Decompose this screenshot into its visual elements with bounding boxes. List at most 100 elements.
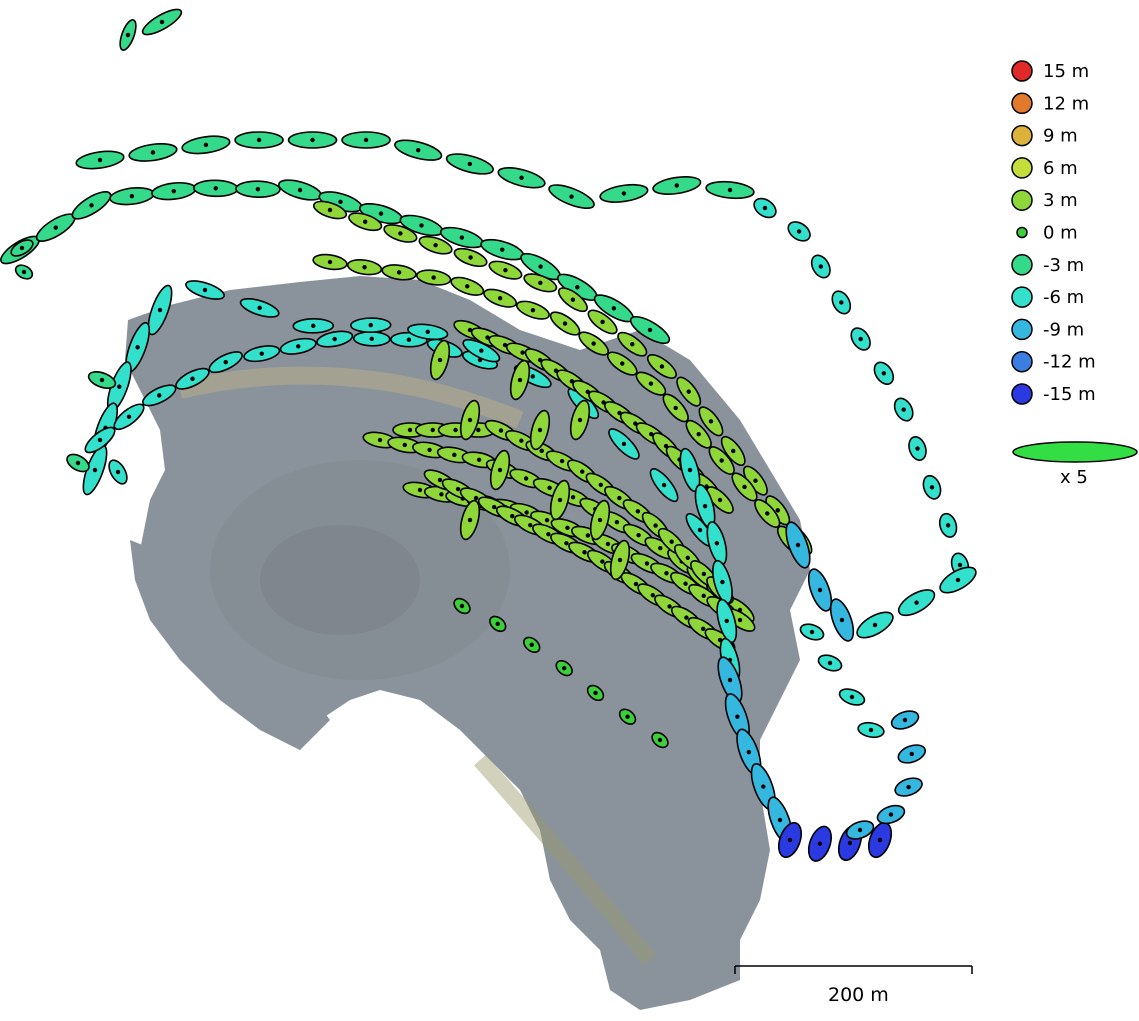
camera-center-dot	[455, 486, 461, 492]
camera-center-dot	[605, 541, 611, 547]
camera-position	[838, 688, 866, 706]
camera-position	[151, 181, 197, 201]
camera-position	[418, 235, 453, 255]
camera-center-dot	[644, 561, 650, 566]
camera-position	[705, 180, 755, 200]
camera-center-dot	[97, 157, 103, 163]
camera-center-dot	[909, 751, 914, 757]
camera-position	[108, 459, 128, 485]
camera-position	[119, 19, 137, 51]
legend-label: -12 m	[1043, 352, 1096, 373]
camera-position	[84, 426, 116, 454]
camera-center-dot	[517, 377, 523, 383]
camera-position	[523, 273, 558, 293]
camera-center-dot	[524, 510, 529, 515]
camera-position	[71, 191, 112, 220]
camera-position	[316, 330, 354, 348]
camera-position	[651, 731, 669, 749]
camera-position	[175, 367, 210, 390]
camera-center-dot	[562, 321, 568, 326]
camera-position	[489, 615, 507, 633]
camera-center-dot	[479, 348, 484, 353]
camera-position	[894, 777, 923, 797]
camera-position	[606, 351, 638, 376]
camera-center-dot	[396, 270, 402, 275]
camera-center-dot	[683, 581, 688, 586]
camera-center-dot	[467, 417, 473, 423]
camera-center-dot	[419, 223, 424, 228]
camera-center-dot	[580, 469, 585, 474]
camera-position	[922, 474, 942, 500]
legend-label: 9 m	[1043, 126, 1078, 147]
camera-position	[488, 260, 523, 280]
camera-ellipses	[0, 8, 977, 862]
camera-position	[676, 376, 702, 407]
camera-center-dot	[368, 322, 373, 328]
camera-center-dot	[700, 626, 706, 631]
camera-center-dot	[159, 19, 165, 25]
camera-center-dot	[520, 350, 525, 355]
camera-center-dot	[538, 280, 543, 286]
camera-position	[348, 212, 383, 232]
camera-position	[938, 512, 958, 538]
camera-center-dot	[519, 438, 524, 443]
camera-center-dot	[597, 517, 603, 523]
camera-center-dot	[621, 441, 627, 447]
camera-center-dot	[21, 269, 27, 275]
camera-center-dot	[570, 297, 576, 302]
camera-position	[939, 566, 977, 594]
camera-position	[75, 150, 125, 170]
camera-center-dot	[761, 784, 766, 789]
camera-center-dot	[839, 300, 844, 305]
camera-center-dot	[818, 264, 824, 269]
camera-center-dot	[327, 259, 333, 265]
camera-center-dot	[97, 437, 103, 443]
camera-position	[523, 636, 541, 654]
camera-center-dot	[570, 495, 576, 500]
camera-position	[867, 821, 893, 859]
camera-center-dot	[653, 523, 658, 528]
camera-center-dot	[297, 187, 303, 193]
legend-label: 12 m	[1043, 93, 1089, 114]
camera-position	[777, 821, 803, 859]
terrain-body	[125, 276, 810, 1010]
camera-center-dot	[849, 694, 855, 700]
camera-center-dot	[630, 341, 635, 347]
camera-center-dot	[762, 205, 768, 211]
camera-position	[87, 371, 117, 389]
camera-center-dot	[877, 837, 883, 843]
camera-center-dot	[546, 531, 551, 537]
camera-position	[497, 167, 546, 189]
camera-center-dot	[611, 306, 617, 311]
camera-center-dot	[547, 485, 552, 491]
camera-center-dot	[955, 577, 961, 583]
camera-center-dot	[857, 827, 863, 833]
camera-position	[708, 446, 735, 475]
camera-position	[234, 131, 284, 149]
camera-center-dot	[674, 183, 679, 188]
camera-center-dot	[636, 532, 641, 538]
legend-label: 3 m	[1043, 190, 1078, 211]
camera-center-dot	[430, 427, 435, 433]
camera-center-dot	[125, 32, 131, 38]
camera-position	[141, 8, 183, 36]
camera-position	[445, 153, 494, 175]
camera-center-dot	[539, 448, 544, 454]
camera-center-dot	[598, 482, 604, 488]
camera-center-dot	[658, 545, 663, 551]
camera-center-dot	[459, 235, 465, 240]
camera-center-dot	[868, 727, 874, 733]
camera-position	[555, 659, 573, 677]
camera-center-dot	[157, 307, 163, 313]
camera-center-dot	[600, 559, 605, 564]
camera-position	[109, 187, 155, 206]
camera-position	[629, 315, 671, 345]
camera-position	[845, 820, 875, 840]
camera-center-dot	[648, 381, 654, 386]
camera-position	[279, 337, 317, 355]
camera-center-dot	[53, 225, 58, 230]
camera-center-dot	[129, 193, 135, 199]
camera-position	[429, 339, 451, 381]
legend-swatch	[1011, 254, 1033, 276]
